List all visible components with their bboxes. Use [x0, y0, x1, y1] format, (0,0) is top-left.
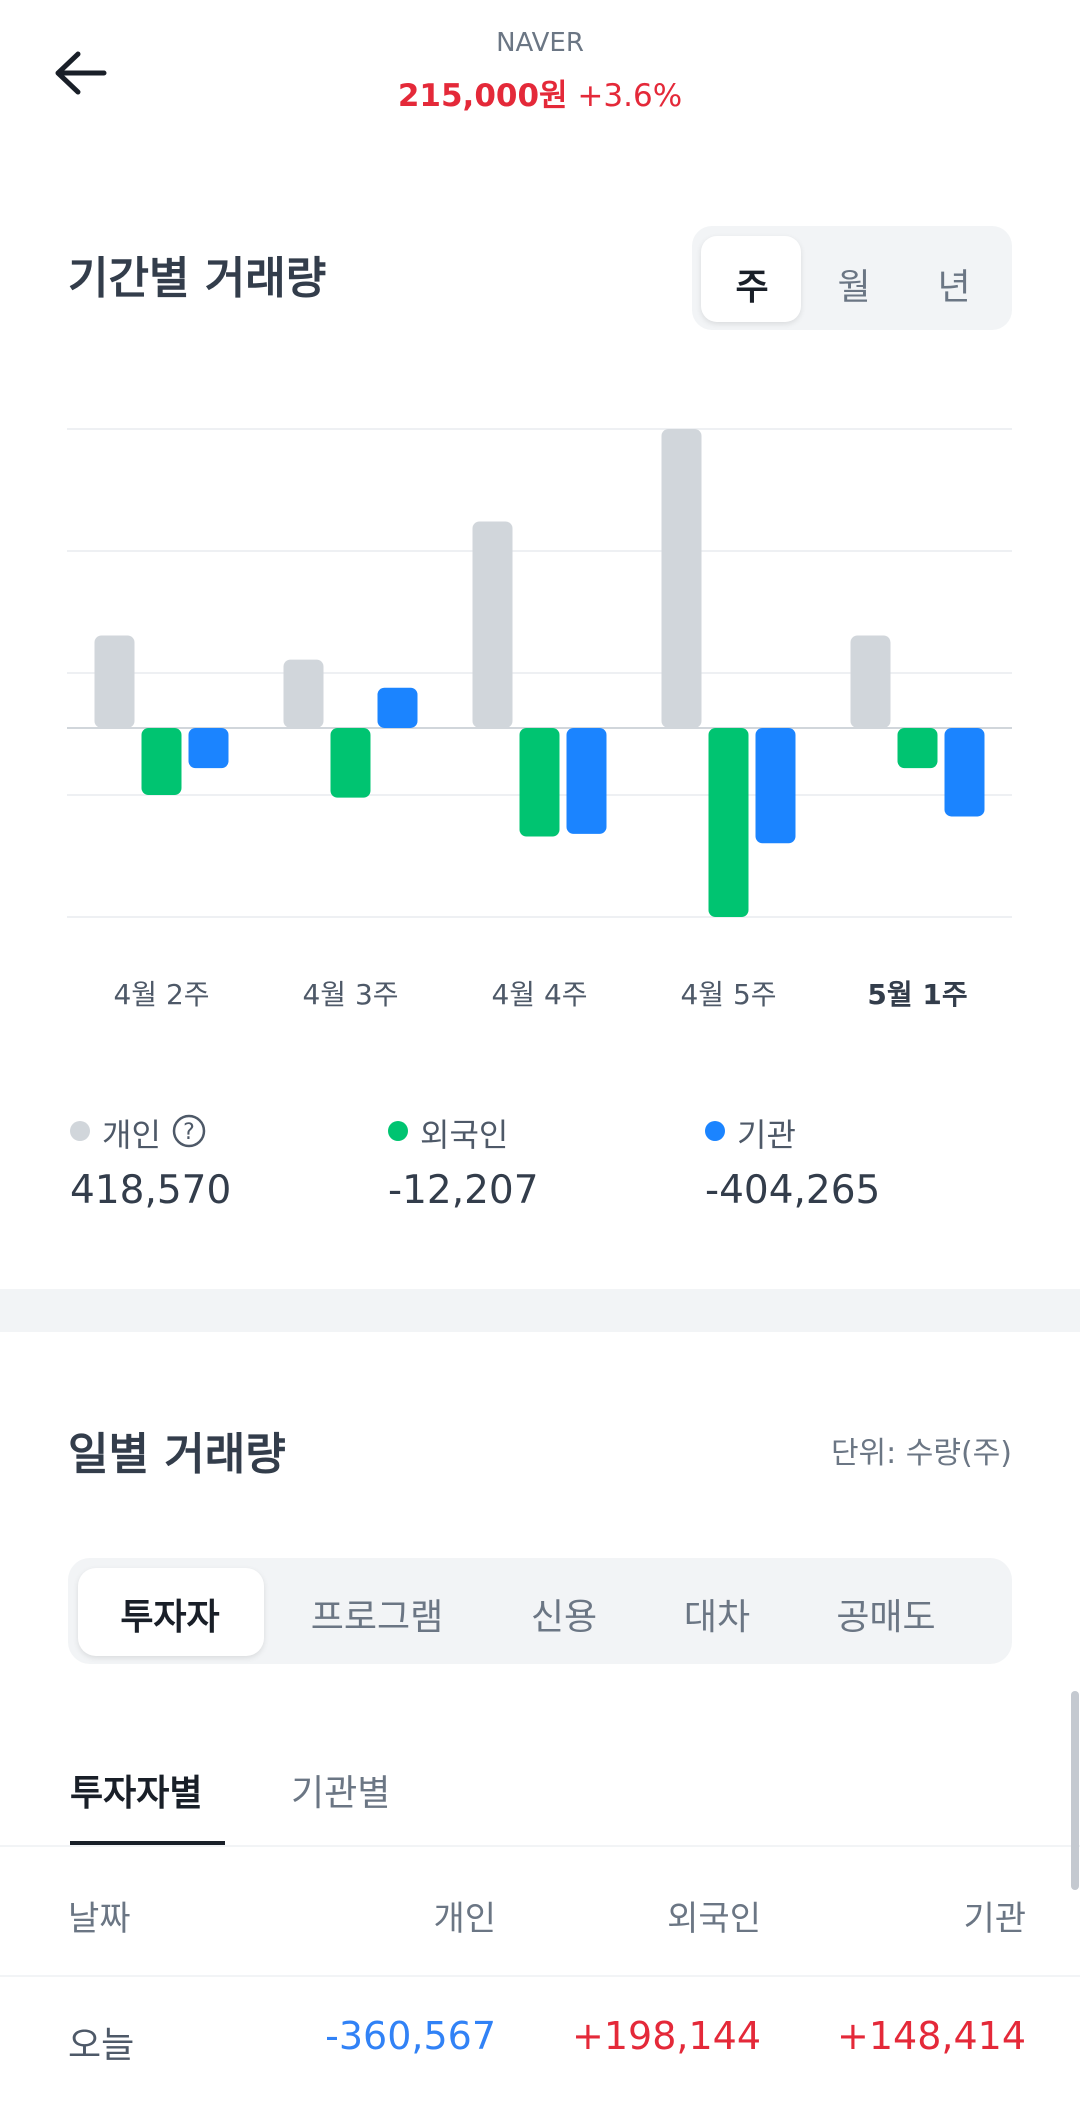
legend-label: 외국인: [420, 1116, 509, 1154]
legend-label: 개인: [102, 1116, 161, 1154]
section-title: 일별 거래량: [68, 1429, 286, 1480]
help-icon[interactable]: ?: [171, 1113, 207, 1149]
x-tick-label: 4월 3주: [302, 978, 398, 1011]
row-value: -360,567: [325, 2014, 496, 2058]
bar: [661, 429, 702, 728]
bar: [897, 727, 938, 769]
period-selected: [701, 236, 801, 322]
section-title: 기간별 거래량: [68, 253, 327, 304]
bar: [188, 727, 229, 769]
bar: [850, 635, 891, 728]
summary-value: 418,570: [70, 1168, 232, 1213]
segment-tab[interactable]: 대차: [683, 1597, 751, 1638]
stock-name: NAVER: [496, 28, 584, 58]
x-tick-label: 5월 1주: [867, 978, 967, 1011]
sub-tab[interactable]: 투자자별: [70, 1773, 203, 1814]
row-date: 오늘: [68, 2025, 135, 2066]
segment-tab[interactable]: 프로그램: [310, 1597, 444, 1638]
divider: [0, 1975, 1080, 1977]
change: +3.6%: [577, 78, 683, 114]
bar: [94, 635, 135, 728]
legend-label: 기관: [737, 1116, 796, 1154]
unit-label: 단위: 수량(주): [830, 1436, 1012, 1471]
bar: [944, 727, 985, 817]
summary-value: -404,265: [705, 1168, 881, 1213]
bar: [330, 727, 371, 798]
back-button[interactable]: [50, 48, 110, 98]
scrollbar: [1071, 1691, 1079, 1890]
bar: [377, 687, 418, 728]
price: 215,000원: [397, 78, 568, 114]
column-header: 기관: [963, 1899, 1026, 1939]
svg-text:?: ?: [183, 1120, 195, 1145]
sub-tab[interactable]: 기관별: [291, 1773, 391, 1814]
bar: [566, 727, 607, 834]
bar: [519, 727, 560, 837]
stock-price-line: 215,000원 +3.6%: [398, 70, 682, 115]
period-tab[interactable]: 년: [937, 267, 971, 308]
divider: [0, 1845, 1080, 1847]
column-header: 외국인: [667, 1899, 761, 1939]
row-value: +198,144: [572, 2014, 761, 2058]
legend-dot: [705, 1121, 725, 1141]
sub-tab-indicator: [70, 1841, 225, 1846]
column-header: 날짜: [68, 1899, 131, 1939]
segment-tab[interactable]: 공매도: [836, 1597, 936, 1638]
bar: [283, 659, 324, 728]
segment-tab[interactable]: 신용: [530, 1597, 598, 1638]
x-tick-label: 4월 4주: [491, 978, 587, 1011]
x-tick-label: 4월 2주: [113, 978, 209, 1011]
legend-dot: [70, 1121, 90, 1141]
summary-value: -12,207: [388, 1168, 539, 1213]
segment-tab[interactable]: 투자자: [120, 1597, 220, 1638]
legend-dot: [388, 1121, 408, 1141]
period-tab[interactable]: 주: [735, 267, 769, 308]
row-value: +148,414: [837, 2014, 1026, 2058]
bar: [708, 727, 749, 917]
segment-selected: [78, 1568, 264, 1656]
x-tick-label: 4월 5주: [680, 978, 776, 1011]
bar: [141, 727, 182, 795]
bar: [755, 727, 796, 844]
column-header: 개인: [433, 1899, 496, 1939]
chart: 4월 2주 4월 3주 4월 4주 4월 5주 5월 1주: [67, 428, 1012, 1011]
period-tab[interactable]: 월: [837, 267, 871, 308]
bar: [472, 521, 513, 728]
separator: [0, 1289, 1080, 1332]
